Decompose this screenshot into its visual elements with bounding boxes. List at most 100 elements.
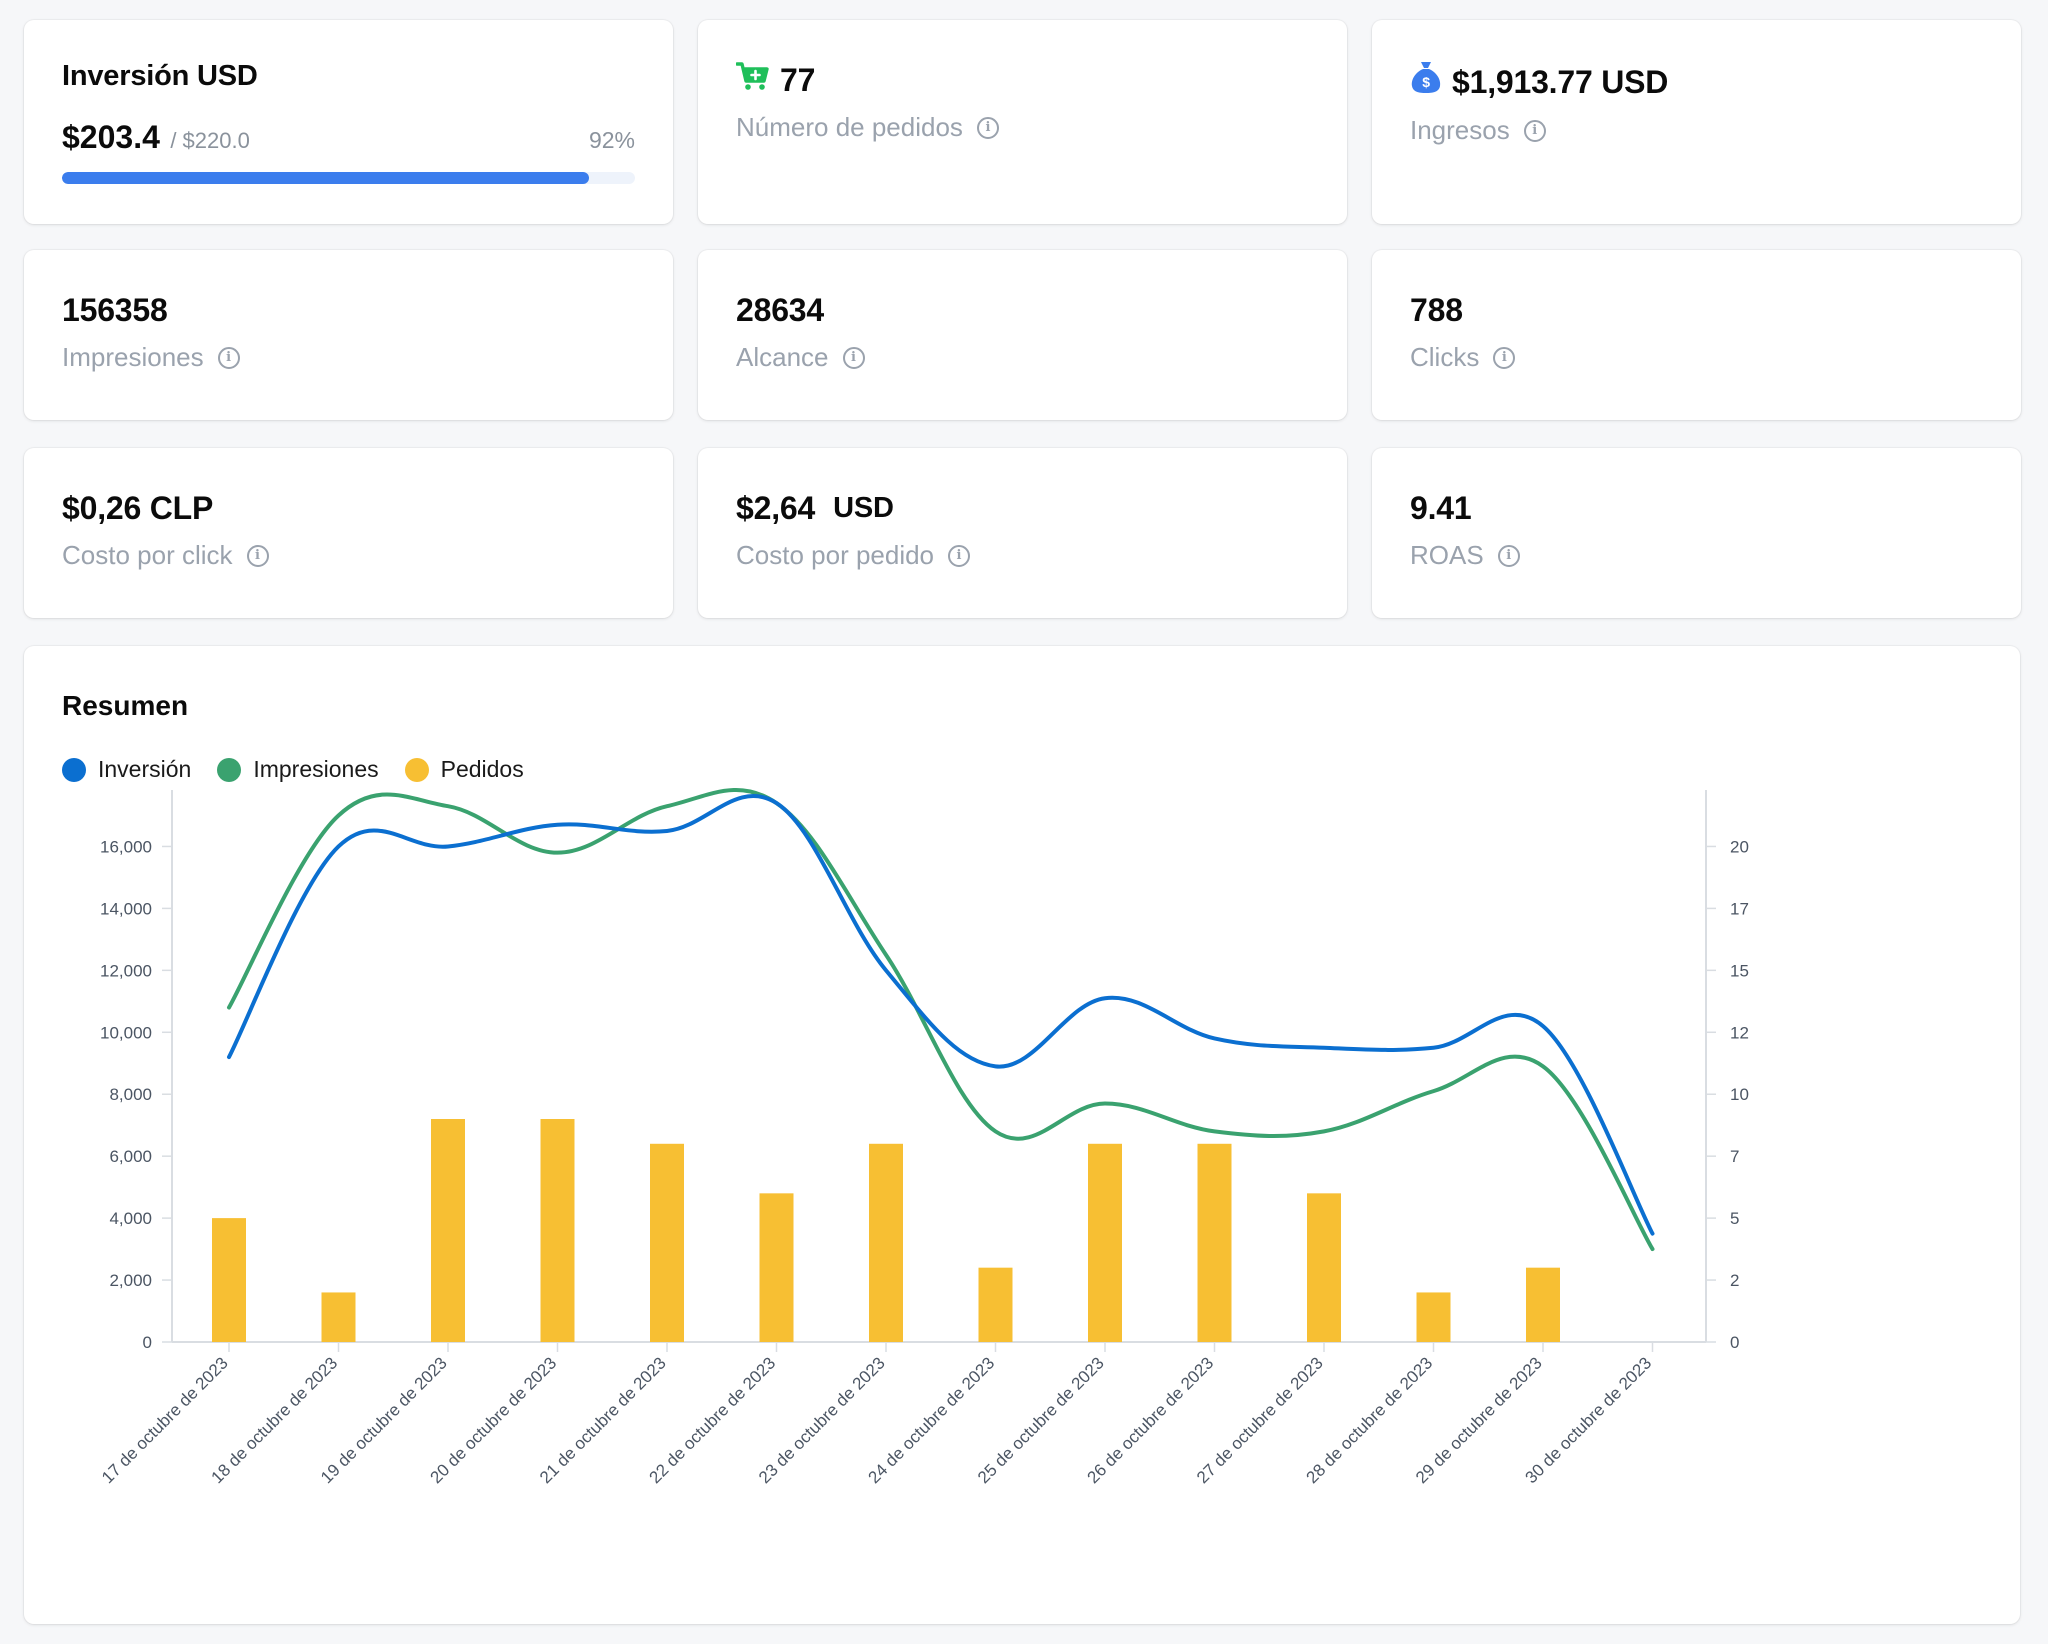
x-axis-tick-label: 19 de octubre de 2023 — [317, 1353, 451, 1487]
cart-plus-icon — [735, 60, 770, 100]
bar-pedidos — [1197, 1143, 1232, 1342]
info-icon[interactable]: i — [1497, 544, 1520, 567]
reach-card: 28634 Alcance i — [698, 250, 1347, 420]
cpo-label-row: Costo por pedido i — [736, 540, 1309, 571]
money-bag-icon: $ — [1410, 60, 1442, 103]
bar-pedidos — [869, 1143, 903, 1342]
left-axis-tick-label: 6,000 — [109, 1147, 152, 1166]
orders-label-row: Número de pedidos i — [736, 112, 1309, 143]
reach-label-row: Alcance i — [736, 342, 1309, 373]
right-axis-tick-label: 12 — [1730, 1023, 1749, 1042]
legend-label: Pedidos — [440, 756, 524, 782]
left-axis-tick-label: 16,000 — [100, 837, 152, 856]
investment-total: / $220.0 — [170, 128, 250, 153]
revenue-value: $1,913.77 USD — [1452, 63, 1669, 100]
reach-value: 28634 — [736, 292, 824, 328]
clicks-value: 788 — [1410, 292, 1463, 328]
orders-card: 77 Número de pedidos i — [698, 20, 1347, 224]
investment-card: Inversión USD $203.4 / $220.0 92% — [24, 20, 673, 224]
x-axis-tick-label: 21 de octubre de 2023 — [536, 1353, 670, 1487]
revenue-metric: $ $1,913.77 USD — [1410, 60, 1983, 103]
info-icon[interactable]: i — [217, 346, 240, 369]
legend-item-inversion[interactable]: Inversión — [62, 756, 191, 783]
info-icon[interactable]: i — [976, 116, 999, 139]
investment-title: Inversión USD — [62, 60, 258, 92]
roas-value: 9.41 — [1410, 490, 1472, 526]
cpc-card: $0,26 CLP Costo por click i — [24, 448, 673, 618]
x-axis-tick-label: 23 de octubre de 2023 — [755, 1353, 889, 1487]
x-axis-tick-label: 27 de octubre de 2023 — [1193, 1353, 1327, 1487]
left-axis-tick-label: 10,000 — [100, 1023, 152, 1042]
clicks-card: 788 Clicks i — [1372, 250, 2021, 420]
left-axis-tick-label: 4,000 — [109, 1209, 152, 1228]
info-icon[interactable]: i — [1493, 346, 1516, 369]
x-axis-tick-label: 22 de octubre de 2023 — [646, 1353, 780, 1487]
legend-dot — [62, 757, 86, 782]
cpo-card: $2,64 USD Costo por pedido i — [698, 448, 1347, 618]
cpc-label: Costo por click — [62, 540, 233, 570]
right-axis-tick-label: 2 — [1730, 1271, 1739, 1290]
cpo-label: Costo por pedido — [736, 540, 935, 570]
reach-label: Alcance — [736, 342, 829, 372]
info-icon[interactable]: i — [948, 544, 971, 567]
bar-pedidos — [540, 1119, 575, 1342]
line-inversin — [227, 794, 1655, 1236]
right-axis-tick-label: 7 — [1730, 1147, 1739, 1166]
bar-pedidos — [321, 1292, 356, 1342]
investment-amount: $203.4 — [62, 119, 160, 155]
bar-pedidos — [212, 1218, 246, 1342]
revenue-card: $ $1,913.77 USD Ingresos i — [1372, 20, 2021, 224]
bar-pedidos — [978, 1267, 1013, 1342]
svg-text:$: $ — [1422, 74, 1430, 90]
impressions-value: 156358 — [62, 292, 168, 328]
legend-label: Inversión — [98, 756, 192, 782]
bar-pedidos — [1526, 1267, 1560, 1342]
roas-card: 9.41 ROAS i — [1372, 448, 2021, 618]
bar-pedidos — [650, 1143, 684, 1342]
bar-pedidos — [1307, 1193, 1341, 1342]
left-axis-tick-label: 2,000 — [109, 1271, 152, 1290]
x-axis-tick-label: 20 de octubre de 2023 — [427, 1353, 561, 1487]
left-axis-tick-label: 12,000 — [100, 961, 152, 980]
orders-label: Número de pedidos — [736, 112, 963, 142]
cpo-metric: $2,64 USD — [736, 488, 1309, 528]
cpo-value: $2,64 — [736, 490, 816, 526]
info-icon[interactable]: i — [246, 544, 269, 567]
summary-chart: 0 2,000 4,000 6,000 8,000 10,000 12,000 14,000 1… — [98, 788, 1749, 1487]
x-axis-tick-label: 24 de octubre de 2023 — [865, 1353, 999, 1487]
left-axis-tick-label: 14,000 — [100, 899, 152, 918]
roas-label: ROAS — [1410, 540, 1484, 570]
bar-pedidos — [431, 1119, 465, 1342]
line-impresiones — [227, 788, 1655, 1252]
right-axis-tick-label: 0 — [1730, 1333, 1739, 1352]
orders-value: 77 — [780, 62, 816, 98]
x-axis-tick-label: 30 de octubre de 2023 — [1522, 1353, 1656, 1487]
legend-item-pedidos[interactable]: Pedidos — [404, 756, 524, 783]
info-icon[interactable]: i — [842, 346, 865, 369]
cpc-label-row: Costo por click i — [62, 540, 635, 571]
right-axis-tick-label: 15 — [1730, 961, 1749, 980]
x-axis-tick-label: 17 de octubre de 2023 — [98, 1353, 232, 1487]
right-axis-tick-label: 17 — [1730, 899, 1749, 918]
revenue-label: Ingresos — [1410, 115, 1510, 145]
legend-item-impresiones[interactable]: Impresiones — [217, 756, 379, 783]
x-axis-tick-label: 29 de octubre de 2023 — [1412, 1353, 1546, 1487]
revenue-label-row: Ingresos i — [1410, 115, 1983, 146]
info-icon[interactable]: i — [1523, 119, 1546, 142]
orders-metric: 77 — [735, 60, 1309, 100]
impressions-label: Impresiones — [62, 342, 204, 372]
x-axis-tick-label: 18 de octubre de 2023 — [208, 1353, 342, 1487]
x-axis-tick-label: 28 de octubre de 2023 — [1303, 1353, 1437, 1487]
left-axis-tick-label: 8,000 — [109, 1085, 152, 1104]
investment-percent: 92% — [588, 127, 635, 153]
cpo-unit: USD — [833, 492, 894, 524]
x-axis-tick-label: 25 de octubre de 2023 — [974, 1353, 1108, 1487]
impressions-card: 156358 Impresiones i — [24, 250, 673, 420]
investment-row: $203.4 / $220.0 92% — [62, 119, 635, 156]
right-axis-tick-label: 5 — [1730, 1209, 1739, 1228]
x-axis-tick-label: 26 de octubre de 2023 — [1084, 1353, 1218, 1487]
impressions-label-row: Impresiones i — [62, 342, 635, 373]
right-axis-tick-label: 20 — [1730, 837, 1749, 856]
metrics-grid: Inversión USD $203.4 / $220.0 92% — [24, 20, 2021, 618]
clicks-label-row: Clicks i — [1410, 342, 1983, 373]
